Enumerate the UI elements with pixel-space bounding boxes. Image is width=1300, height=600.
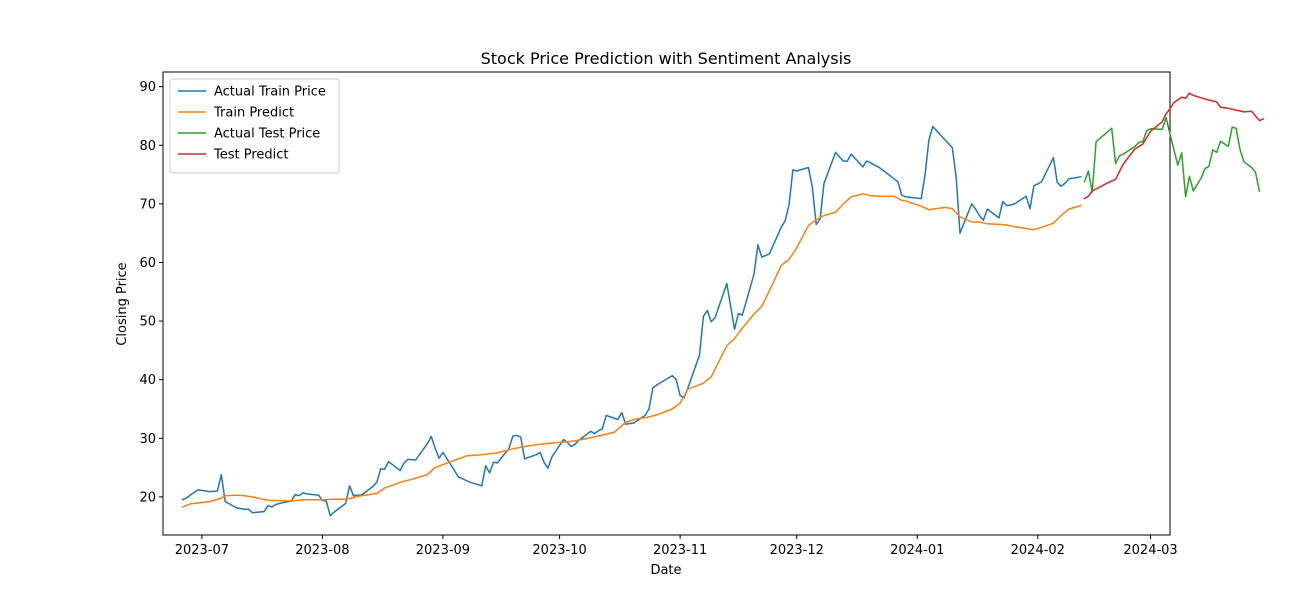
legend-label: Actual Train Price [214,85,326,100]
series-line-1 [181,125,1082,517]
x-tick-label: 2023-12 [770,543,824,558]
y-tick-label: 60 [139,256,156,271]
x-tick-label: 2023-11 [653,543,707,558]
x-tick-label: 2023-08 [295,543,349,558]
x-tick-label: 2024-01 [890,543,944,558]
x-tick-label: 2023-09 [416,543,470,558]
legend-box [169,78,340,174]
x-axis: 2023-07 2023-08 2023-09 2023-10 2023-11 2023-… [175,535,1178,558]
x-tick-label: 2023-07 [175,543,229,558]
y-tick-label: 80 [139,139,156,154]
legend-label: Actual Test Price [214,127,320,142]
y-tick-label: 20 [139,490,156,505]
x-tick-label: 2023-10 [532,543,586,558]
y-axis: 20 30 40 50 60 70 80 90 [139,80,163,505]
y-tick-label: 30 [139,432,156,447]
x-tick-label: 2024-02 [1011,543,1065,558]
y-axis-title: Closing Price [115,262,130,345]
x-axis-title: Date [650,563,681,578]
series-layer [181,92,1265,517]
y-tick-label: 40 [139,373,156,388]
series-line-2 [181,193,1082,508]
chart-title: Stock Price Prediction with Sentiment An… [481,49,852,68]
y-tick-label: 50 [139,315,156,330]
series-line-4 [1083,92,1265,200]
legend-label: Test Predict [213,148,289,163]
legend-label: Train Predict [213,106,294,121]
plot-area [162,71,1171,536]
legend: Actual Train Price Train Predict Actual Te… [169,78,340,174]
y-tick-label: 90 [139,80,156,95]
y-tick-label: 70 [139,197,156,212]
x-tick-label: 2024-03 [1123,543,1177,558]
series-line-3 [1083,116,1261,198]
